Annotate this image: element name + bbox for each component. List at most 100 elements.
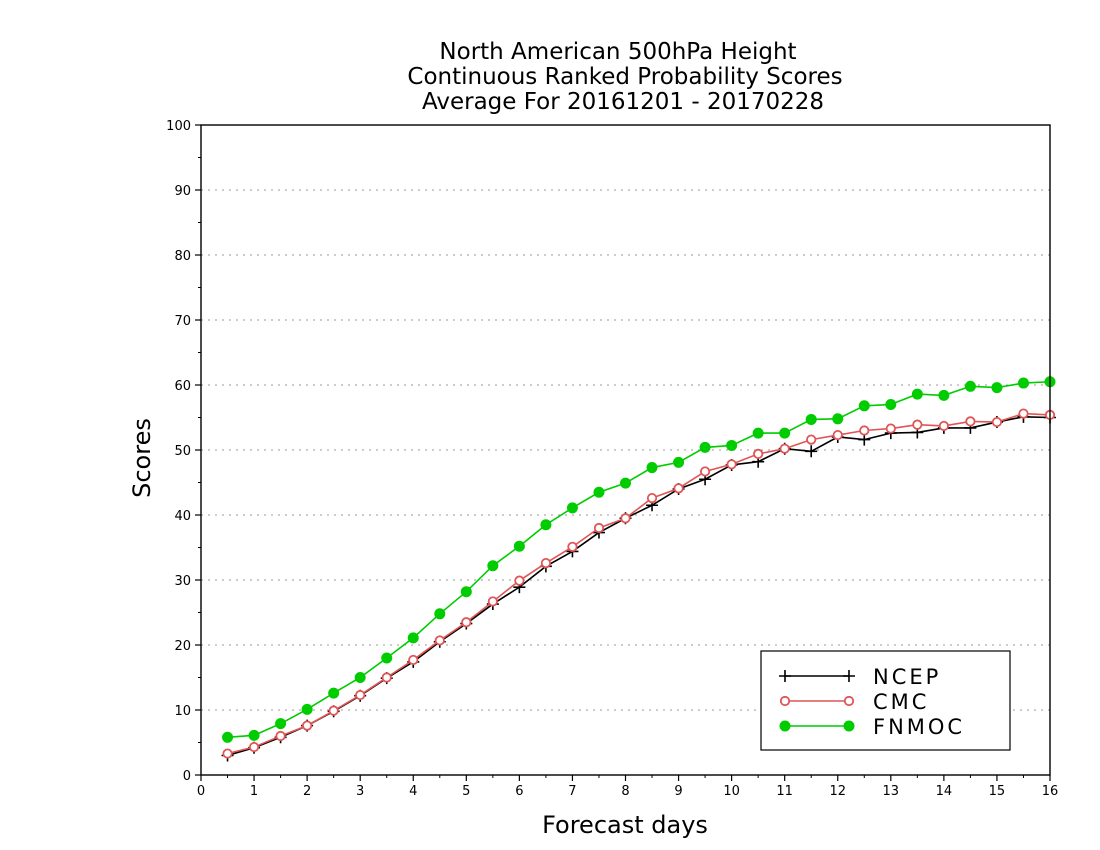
gridlines bbox=[201, 189, 1050, 711]
data-point-fnmoc bbox=[699, 441, 711, 453]
data-point-ncep bbox=[858, 433, 871, 446]
data-point-fnmoc bbox=[752, 427, 764, 439]
data-point-cmc bbox=[965, 416, 976, 427]
legend-marker-cmc bbox=[843, 695, 855, 707]
data-point-fnmoc bbox=[434, 608, 446, 620]
x-tick-label-6: 6 bbox=[515, 784, 523, 799]
data-point-fnmoc bbox=[726, 439, 738, 451]
data-point-fnmoc bbox=[407, 632, 419, 644]
data-point-cmc bbox=[991, 416, 1003, 428]
x-tick-label-15: 15 bbox=[989, 784, 1006, 799]
data-point-cmc bbox=[461, 617, 472, 628]
data-point-cmc bbox=[328, 705, 339, 716]
data-point-fnmoc bbox=[991, 382, 1003, 394]
data-point-cmc bbox=[1018, 408, 1029, 419]
data-point-fnmoc bbox=[248, 729, 260, 741]
legend-marker-fnmoc bbox=[843, 720, 855, 732]
data-point-cmc bbox=[222, 748, 233, 759]
data-point-fnmoc bbox=[938, 389, 950, 401]
data-point-cmc bbox=[753, 448, 764, 459]
data-point-cmc bbox=[408, 654, 419, 666]
legend-marker-cmc bbox=[779, 695, 791, 707]
data-point-fnmoc bbox=[885, 399, 897, 410]
data-point-fnmoc bbox=[222, 731, 234, 743]
data-point-fnmoc bbox=[460, 586, 472, 598]
legend-marker-fnmoc bbox=[779, 720, 791, 732]
y-axis-label: Scores bbox=[128, 418, 156, 498]
data-point-cmc bbox=[673, 483, 684, 494]
y-tick-label-40: 40 bbox=[174, 509, 191, 524]
data-point-cmc bbox=[779, 443, 790, 454]
title-line-3: Average For 20161201 - 20170228 bbox=[422, 89, 824, 115]
data-point-fnmoc bbox=[673, 456, 685, 468]
x-tick-label-5: 5 bbox=[462, 784, 470, 799]
data-point-cmc bbox=[434, 635, 445, 646]
x-tick-label-1: 1 bbox=[250, 784, 258, 799]
data-point-cmc bbox=[540, 557, 552, 569]
x-tick-label-16: 16 bbox=[1042, 784, 1059, 799]
data-point-fnmoc bbox=[513, 540, 525, 552]
y-tick-label-70: 70 bbox=[174, 314, 191, 329]
data-point-fnmoc bbox=[832, 413, 844, 425]
data-point-fnmoc bbox=[381, 652, 393, 664]
x-tick-label-14: 14 bbox=[936, 784, 953, 799]
data-point-fnmoc bbox=[328, 687, 340, 699]
y-tick-label-10: 10 bbox=[174, 704, 191, 719]
legend-entry-ncep: NCEP bbox=[779, 665, 938, 689]
data-point-fnmoc bbox=[593, 486, 605, 498]
legend-label-fnmoc: FNMOC bbox=[873, 715, 965, 739]
data-point-cmc bbox=[646, 492, 658, 504]
x-tick-label-9: 9 bbox=[674, 784, 682, 799]
data-point-fnmoc bbox=[540, 519, 552, 531]
legend-label-cmc: CMC bbox=[873, 690, 929, 714]
data-point-fnmoc bbox=[805, 413, 817, 425]
data-point-cmc bbox=[248, 741, 260, 753]
data-point-cmc bbox=[302, 720, 313, 731]
data-point-cmc bbox=[620, 513, 631, 524]
y-tick-label-0: 0 bbox=[183, 769, 191, 784]
y-tick-label-20: 20 bbox=[174, 639, 191, 654]
data-point-cmc bbox=[806, 434, 817, 445]
data-point-cmc bbox=[593, 522, 605, 534]
title-line-2: Continuous Ranked Probability Scores bbox=[407, 64, 842, 90]
x-tick-label-10: 10 bbox=[723, 784, 740, 799]
data-point-cmc bbox=[355, 689, 366, 701]
y-tick-label-30: 30 bbox=[174, 574, 191, 589]
data-point-cmc bbox=[567, 541, 578, 552]
title-line-1: North American 500hPa Height bbox=[439, 39, 796, 65]
data-point-cmc bbox=[514, 575, 525, 586]
data-point-fnmoc bbox=[620, 477, 631, 489]
data-point-cmc bbox=[885, 423, 896, 434]
data-point-fnmoc bbox=[566, 502, 578, 514]
data-point-cmc bbox=[832, 429, 843, 441]
data-point-fnmoc bbox=[301, 703, 313, 715]
data-point-cmc bbox=[938, 420, 949, 432]
x-tick-label-0: 0 bbox=[197, 784, 205, 799]
x-tick-label-3: 3 bbox=[356, 784, 364, 799]
chart-title: North American 500hPa Height Continuous … bbox=[407, 39, 842, 115]
legend-entry-cmc: CMC bbox=[779, 690, 929, 714]
data-point-fnmoc bbox=[354, 672, 366, 683]
data-point-cmc bbox=[699, 466, 711, 477]
x-tick-label-11: 11 bbox=[776, 784, 793, 799]
legend-marker-ncep bbox=[843, 670, 855, 682]
data-point-fnmoc bbox=[1017, 377, 1029, 389]
x-tick-label-2: 2 bbox=[303, 784, 311, 799]
data-point-cmc bbox=[859, 425, 870, 436]
x-tick-label-4: 4 bbox=[409, 784, 417, 799]
data-point-fnmoc bbox=[646, 462, 658, 474]
series-layer bbox=[221, 376, 1056, 762]
y-tick-label-100: 100 bbox=[166, 119, 191, 134]
x-axis: 0 1 2 3 4 5 6 7 8 9 10 11 12 13 14 15 16 bbox=[197, 775, 1058, 799]
x-axis-label: Forecast days bbox=[542, 811, 708, 839]
x-tick-label-7: 7 bbox=[568, 784, 576, 799]
legend-entry-fnmoc: FNMOC bbox=[779, 715, 965, 739]
y-axis: 0 10 20 30 40 50 60 70 80 90 100 bbox=[166, 119, 201, 784]
series-cmc bbox=[222, 408, 1056, 759]
data-point-cmc bbox=[381, 672, 392, 683]
data-point-fnmoc bbox=[964, 380, 976, 392]
data-point-cmc bbox=[487, 596, 498, 607]
data-point-fnmoc bbox=[858, 400, 870, 412]
